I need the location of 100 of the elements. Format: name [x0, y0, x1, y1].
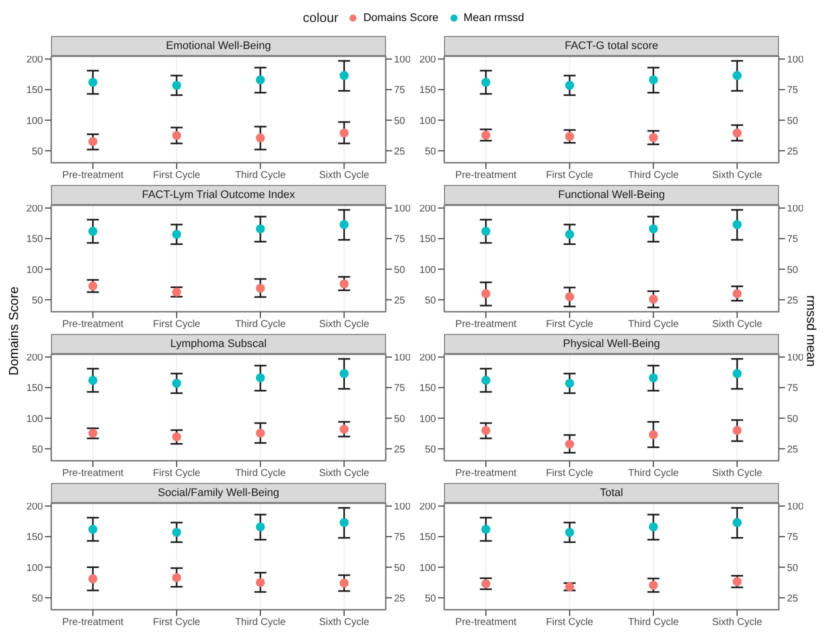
y2-tick-label: 75: [394, 383, 406, 394]
y2-tick-label: 25: [394, 146, 406, 158]
legend-label: Domains Score: [363, 12, 439, 24]
point: [340, 424, 349, 434]
y2-tick-label: 100: [787, 502, 804, 513]
y2-tick-label: 75: [787, 234, 799, 246]
point: [340, 369, 349, 378]
x-tick-label: Sixth Cycle: [319, 617, 370, 628]
point: [565, 378, 574, 388]
legend-title: colour: [302, 10, 338, 25]
y-tick-label: 50: [424, 444, 436, 456]
x-tick-label: Pre-treatment: [62, 319, 124, 330]
y2-tick-label: 75: [394, 234, 406, 246]
y2-tick-label: 75: [394, 532, 406, 544]
y2-tick-label: 50: [787, 116, 799, 127]
y-tick-label: 200: [419, 502, 436, 513]
point: [256, 224, 265, 234]
y2-tick-label: 50: [787, 562, 799, 574]
point: [565, 80, 574, 90]
y-tick-label: 200: [419, 352, 436, 364]
y-tick-label: 150: [419, 532, 436, 544]
y2-tick-label: 25: [787, 146, 799, 158]
x-tick-label: Third Cycle: [628, 170, 680, 182]
chart-title: FACT-Lym Trial Outcome Index: [51, 185, 386, 205]
y-tick-label: 200: [26, 54, 44, 66]
x-tick-label: First Cycle: [153, 170, 201, 182]
y-tick-label: 100: [419, 264, 436, 276]
point: [481, 78, 490, 87]
chart-title: Lymphoma Subscal: [51, 334, 386, 354]
point: [648, 224, 658, 234]
y2-tick-label: 25: [394, 295, 406, 306]
chart-title: Social/Family Well-Being: [51, 483, 386, 503]
y2-tick-label: 75: [787, 532, 799, 544]
y2-tick-label: 100: [394, 204, 412, 215]
chart-title: Emotional Well-Being: [51, 36, 386, 56]
point: [732, 369, 742, 378]
point: [88, 524, 98, 534]
point: [340, 518, 349, 528]
point: [565, 440, 574, 449]
point: [732, 518, 742, 528]
y2-tick-label: 75: [787, 383, 799, 394]
x-tick-label: Sixth Cycle: [319, 468, 370, 480]
y-tick-label: 100: [26, 264, 44, 276]
y-tick-label: 150: [419, 85, 436, 96]
y-tick-label: 150: [26, 383, 44, 394]
y2-tick-label: 50: [787, 414, 799, 425]
y-tick-label: 50: [424, 146, 436, 158]
point: [481, 376, 490, 385]
point: [340, 220, 349, 230]
x-tick-label: Sixth Cycle: [712, 468, 763, 480]
point: [172, 378, 182, 388]
y-tick-label: 150: [419, 234, 436, 246]
point: [172, 130, 182, 140]
x-tick-label: Third Cycle: [628, 617, 680, 628]
point: [340, 279, 349, 288]
x-tick-label: Sixth Cycle: [319, 319, 370, 330]
point: [732, 426, 742, 435]
y2-tick-label: 75: [394, 85, 406, 96]
y2-tick-label: 50: [787, 264, 799, 276]
point: [340, 71, 349, 80]
y-tick-label: 200: [26, 502, 44, 513]
x-tick-label: Pre-treatment: [455, 468, 517, 480]
y2-tick-label: 25: [787, 593, 799, 604]
x-tick-label: Pre-treatment: [455, 617, 517, 628]
point: [648, 75, 658, 84]
point: [88, 226, 98, 236]
x-tick-label: First Cycle: [546, 468, 594, 480]
x-tick-label: Sixth Cycle: [712, 617, 763, 628]
y-tick-label: 50: [32, 444, 44, 456]
y2-axis-title: rmssd mean: [803, 294, 819, 369]
chart-title: FACT-G total score: [444, 36, 779, 56]
point: [481, 426, 490, 435]
point: [481, 524, 490, 534]
y-tick-label: 50: [32, 295, 44, 306]
point: [256, 522, 265, 532]
y2-tick-label: 100: [394, 352, 412, 364]
y2-tick-label: 100: [787, 54, 804, 66]
y-tick-label: 200: [26, 204, 44, 215]
y-tick-label: 200: [419, 204, 436, 215]
point: [256, 75, 265, 84]
y-tick-label: 100: [419, 116, 436, 127]
point: [732, 71, 742, 80]
point: [256, 284, 265, 293]
y-tick-label: 150: [419, 383, 436, 394]
point: [648, 522, 658, 532]
y-tick-label: 150: [26, 85, 44, 96]
y2-tick-label: 100: [787, 204, 804, 215]
point: [172, 288, 182, 297]
point: [732, 220, 742, 230]
chart-title: Functional Well-Being: [444, 185, 779, 205]
y2-tick-label: 25: [394, 444, 406, 456]
point: [88, 137, 98, 146]
point: [565, 528, 574, 537]
point: [648, 373, 658, 382]
y2-tick-label: 100: [394, 54, 412, 66]
y2-tick-label: 25: [394, 593, 406, 604]
y-tick-label: 100: [26, 562, 44, 574]
y-tick-label: 50: [32, 593, 44, 604]
x-tick-label: Pre-treatment: [62, 170, 124, 182]
point: [88, 376, 98, 385]
